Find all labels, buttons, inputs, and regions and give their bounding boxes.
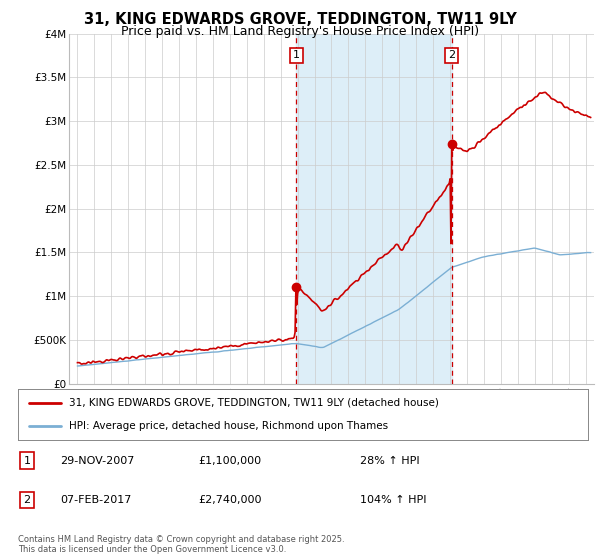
Text: £1,100,000: £1,100,000 <box>198 456 261 465</box>
Text: 1: 1 <box>293 50 300 60</box>
Text: Price paid vs. HM Land Registry's House Price Index (HPI): Price paid vs. HM Land Registry's House … <box>121 25 479 38</box>
Text: Contains HM Land Registry data © Crown copyright and database right 2025.
This d: Contains HM Land Registry data © Crown c… <box>18 535 344 554</box>
Text: 2: 2 <box>23 495 31 505</box>
Text: 1: 1 <box>23 456 31 465</box>
Bar <box>296 34 452 384</box>
Text: 104% ↑ HPI: 104% ↑ HPI <box>360 495 427 505</box>
Text: 31, KING EDWARDS GROVE, TEDDINGTON, TW11 9LY: 31, KING EDWARDS GROVE, TEDDINGTON, TW11… <box>83 12 517 27</box>
Text: £2,740,000: £2,740,000 <box>198 495 262 505</box>
Text: 29-NOV-2007: 29-NOV-2007 <box>60 456 134 465</box>
Text: 07-FEB-2017: 07-FEB-2017 <box>60 495 131 505</box>
Text: 31, KING EDWARDS GROVE, TEDDINGTON, TW11 9LY (detached house): 31, KING EDWARDS GROVE, TEDDINGTON, TW11… <box>70 398 439 408</box>
Text: HPI: Average price, detached house, Richmond upon Thames: HPI: Average price, detached house, Rich… <box>70 421 388 431</box>
Text: 28% ↑ HPI: 28% ↑ HPI <box>360 456 419 465</box>
Text: 2: 2 <box>448 50 455 60</box>
